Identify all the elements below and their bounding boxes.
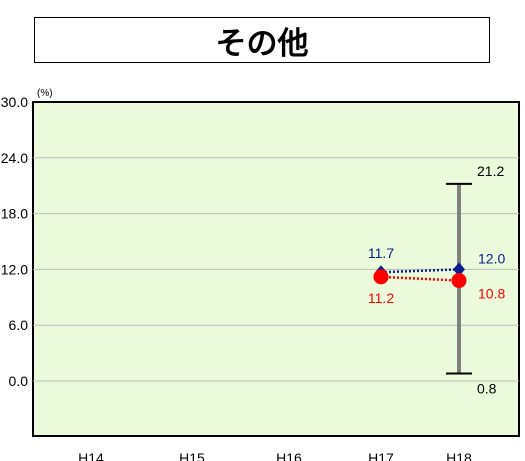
- chart-title: その他: [34, 17, 490, 63]
- range-bar: 21.2 0.8: [446, 163, 504, 397]
- data-label: 11.2: [368, 290, 394, 306]
- data-label: 12.0: [478, 250, 505, 266]
- x-tick-label: H16: [276, 450, 302, 461]
- x-tick-label: H18: [446, 450, 472, 461]
- series: 11.7 12.0 11.2 10.8: [368, 245, 506, 306]
- y-tick-label: 18.0: [1, 206, 28, 222]
- y-tick-label: 0.0: [9, 373, 29, 389]
- y-unit-label: (%): [37, 88, 53, 99]
- series-line: [380, 275, 460, 282]
- data-point-circle: [373, 269, 389, 285]
- data-label: 11.7: [368, 245, 394, 261]
- x-tick-label: H14: [78, 450, 104, 461]
- y-tick-label: 6.0: [9, 317, 29, 333]
- y-tick-label: 30.0: [1, 94, 28, 110]
- range-low-label: 0.8: [477, 381, 497, 397]
- y-tick-label: 24.0: [1, 150, 28, 166]
- gridlines: [33, 157, 519, 382]
- x-tick-label: H17: [368, 450, 394, 461]
- data-label: 10.8: [478, 286, 505, 302]
- range-high-label: 21.2: [477, 163, 504, 179]
- x-tick-label: H15: [179, 450, 205, 461]
- data-point-circle: [451, 273, 467, 289]
- series-line: [380, 268, 460, 274]
- y-tick-labels: 30.0 24.0 18.0 12.0 6.0 0.0: [1, 94, 28, 389]
- data-point-diamond: [453, 262, 465, 277]
- y-tick-label: 12.0: [1, 261, 28, 277]
- x-tick-labels: H14 H15 H16 H17 H18: [78, 450, 472, 461]
